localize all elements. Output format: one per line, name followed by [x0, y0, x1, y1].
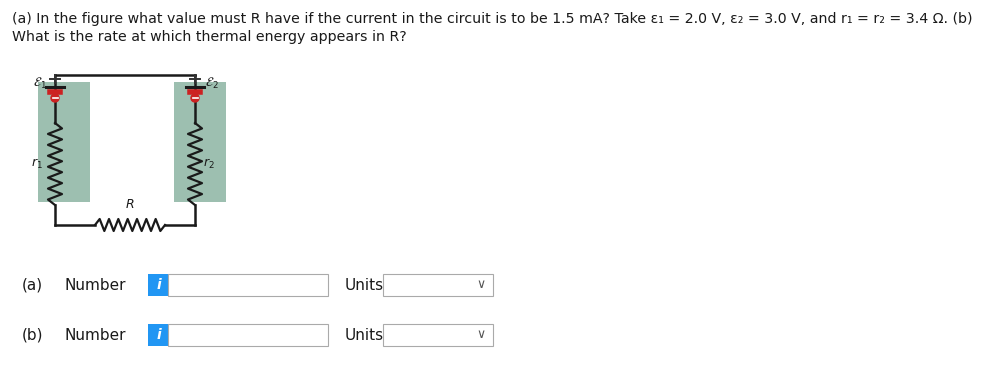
Text: $\mathcal{E}_1$: $\mathcal{E}_1$: [33, 75, 47, 91]
Text: i: i: [156, 278, 161, 292]
Bar: [38, 82, 90, 202]
Text: $r_2$: $r_2$: [203, 157, 215, 171]
Bar: [148, 274, 170, 296]
Bar: [168, 274, 328, 296]
Text: $R$: $R$: [125, 198, 135, 211]
Text: Number: Number: [65, 277, 127, 293]
Bar: [383, 274, 493, 296]
Text: $\mathcal{E}_2$: $\mathcal{E}_2$: [205, 75, 218, 91]
Text: Units: Units: [345, 328, 384, 342]
Bar: [148, 324, 170, 346]
Bar: [168, 324, 328, 346]
Bar: [174, 82, 226, 202]
Circle shape: [191, 94, 199, 102]
Text: $r_1$: $r_1$: [31, 157, 43, 171]
Text: Units: Units: [345, 277, 384, 293]
Bar: [383, 324, 493, 346]
Text: (a): (a): [22, 277, 43, 293]
Text: ∨: ∨: [476, 328, 485, 342]
Text: i: i: [156, 328, 161, 342]
Text: (b): (b): [22, 328, 43, 342]
Text: (a) In the figure what value must R have if the current in the circuit is to be : (a) In the figure what value must R have…: [12, 12, 972, 26]
Text: ∨: ∨: [476, 279, 485, 291]
Text: Number: Number: [65, 328, 127, 342]
Circle shape: [51, 94, 59, 102]
Text: What is the rate at which thermal energy appears in R?: What is the rate at which thermal energy…: [12, 30, 406, 44]
